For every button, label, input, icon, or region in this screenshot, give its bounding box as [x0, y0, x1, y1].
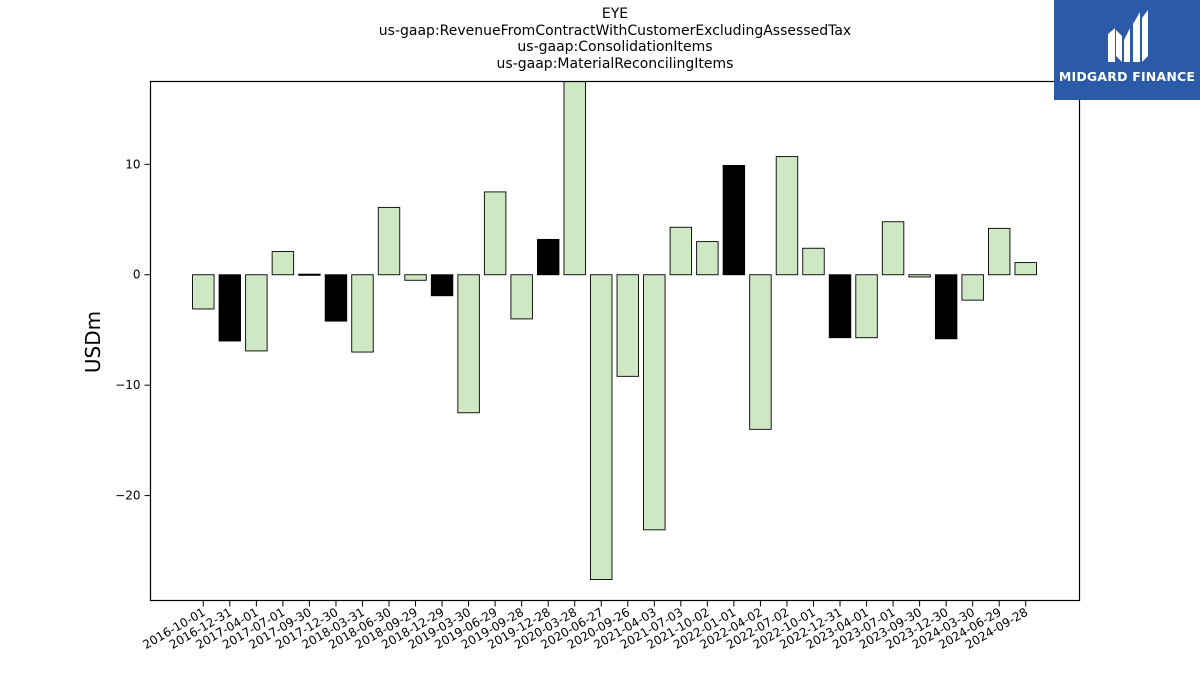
chart-title-line: us-gaap:RevenueFromContractWithCustomerE… — [378, 22, 852, 39]
bar-2021-04-03 — [643, 274, 666, 531]
bar-2017-09-30 — [298, 273, 321, 276]
bar-2022-07-02 — [775, 156, 799, 276]
chart-title-line: EYE — [601, 6, 629, 22]
bar-2020-03-28 — [563, 81, 586, 276]
y-tick-label: −20 — [115, 489, 140, 503]
bar-2023-12-30 — [934, 274, 958, 340]
bar-2018-03-31 — [351, 274, 374, 353]
bar-2017-04-01 — [245, 274, 268, 352]
chart-title-line: us-gaap:MaterialReconcilingItems — [496, 55, 734, 72]
bar-2017-07-01 — [271, 251, 295, 276]
bar-2016-12-31 — [218, 274, 242, 342]
bar-2022-04-02 — [749, 274, 772, 430]
bar-2019-09-28 — [510, 274, 533, 320]
y-tick-label: 0 — [133, 268, 141, 282]
bar-2018-09-29 — [404, 274, 427, 281]
chart-title-line: us-gaap:ConsolidationItems — [517, 39, 713, 55]
brand-name: MIDGARD FINANCE — [1058, 69, 1196, 84]
bar-2023-09-30 — [908, 274, 931, 278]
bar-2016-10-01 — [192, 274, 215, 310]
bars-group — [192, 81, 1037, 580]
y-axis-label: USDm — [81, 311, 105, 373]
brand-logo: MIDGARD FINANCE — [1054, 0, 1200, 100]
bar-2021-07-03 — [669, 226, 693, 276]
bar-2024-06-29 — [988, 227, 1011, 276]
midgard-m-logo-icon — [1108, 10, 1148, 62]
bar-2022-01-01 — [722, 164, 746, 276]
bar-2017-12-30 — [324, 274, 348, 322]
x-axis: 2016-10-012016-12-312017-04-012017-07-01… — [140, 600, 1030, 652]
y-tick-label: 10 — [125, 157, 140, 171]
bar-2019-06-29 — [483, 191, 507, 276]
bar-2018-06-30 — [377, 206, 401, 276]
bar-2024-09-28 — [1014, 262, 1037, 276]
bar-2019-03-30 — [457, 274, 480, 414]
plot-frame — [149, 80, 1081, 602]
bar-2020-09-26 — [616, 274, 639, 377]
bar-2024-03-30 — [961, 274, 984, 301]
bar-2018-12-29 — [430, 274, 454, 297]
y-axis: −20 −10 0 10 — [115, 157, 151, 503]
bar-2023-07-01 — [881, 221, 905, 276]
chart-title: EYE us-gaap:RevenueFromContractWithCusto… — [300, 6, 930, 72]
y-tick-label: −10 — [115, 378, 140, 392]
bar-2022-12-31 — [828, 274, 852, 339]
bar-2023-04-01 — [855, 274, 878, 339]
bar-2019-12-28 — [536, 238, 560, 276]
bar-2022-10-01 — [802, 247, 825, 276]
bar-2020-06-27 — [590, 274, 613, 580]
bar-2021-10-02 — [696, 241, 719, 276]
